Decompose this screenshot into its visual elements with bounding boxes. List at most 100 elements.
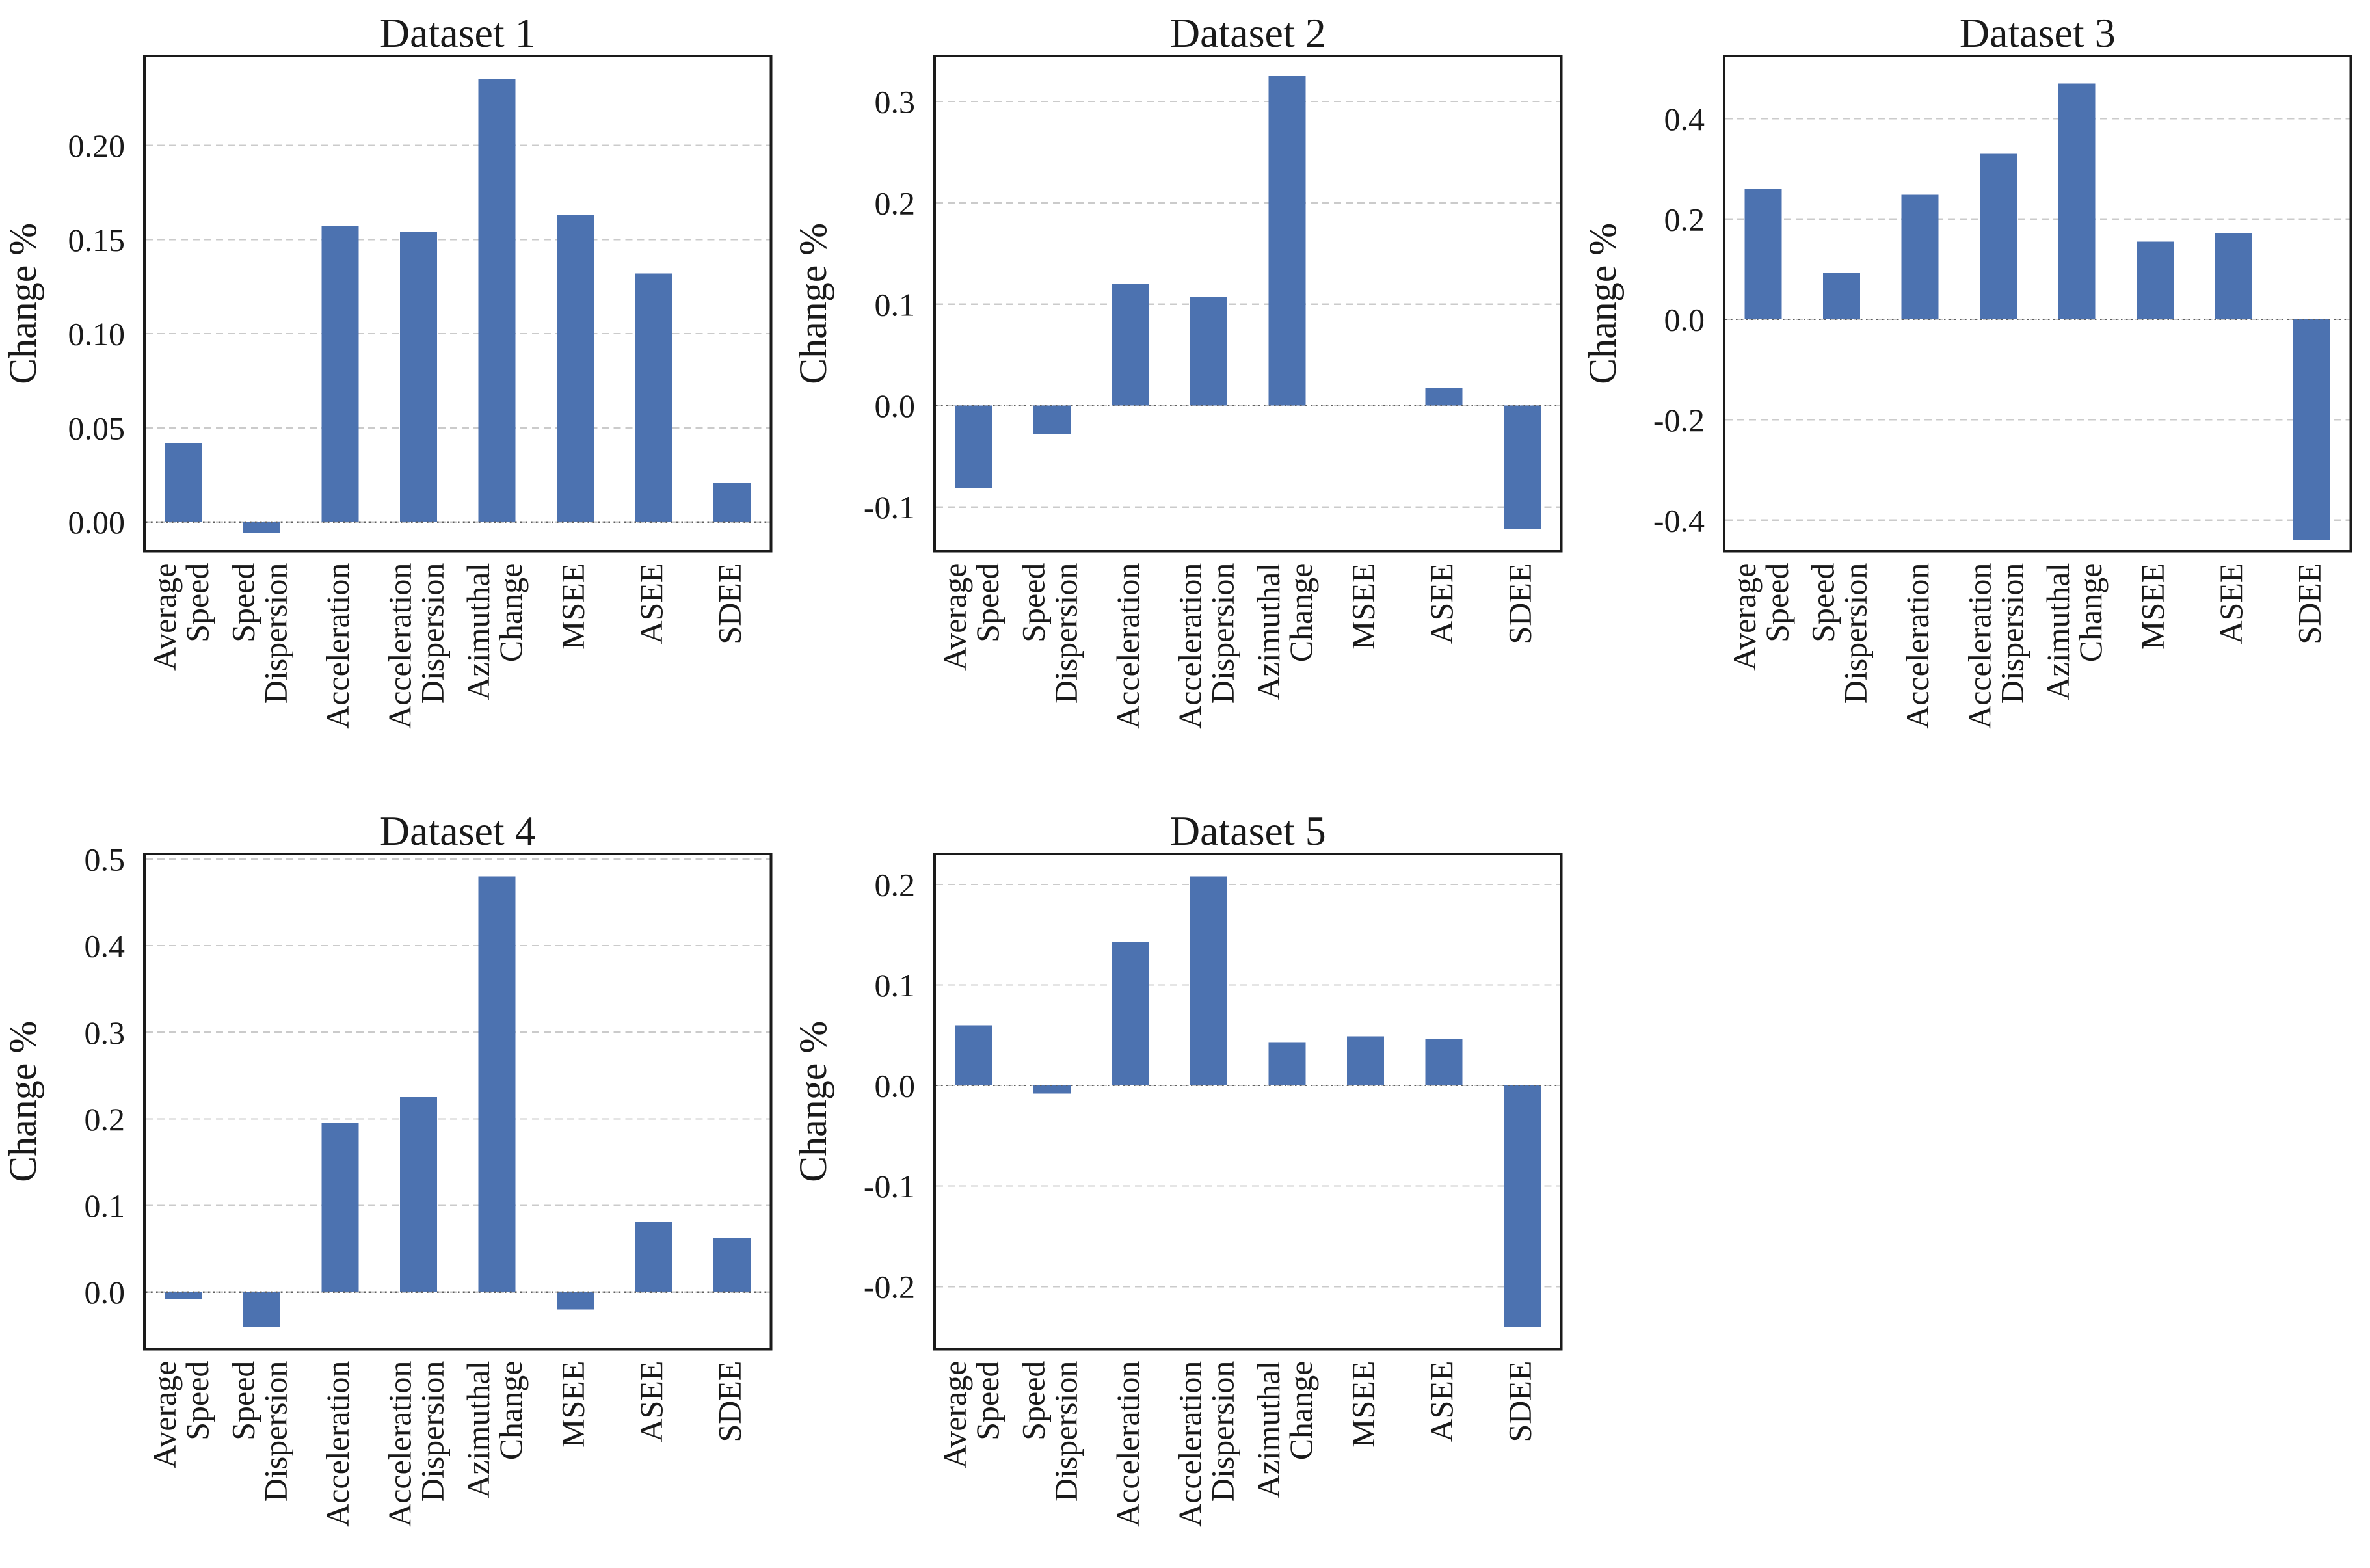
bar-speed-dispersion [1033, 405, 1071, 434]
y-axis-label: Change % [1581, 223, 1624, 384]
x-tick-label: Average [146, 563, 183, 671]
bar-asee [635, 1221, 672, 1292]
y-tick-label: 0.4 [1664, 101, 1705, 137]
x-tick-label: Speed [179, 563, 215, 643]
bar-average-speed [1745, 189, 1782, 320]
x-tick-label: Acceleration [1171, 563, 1208, 729]
y-tick-label: 0.4 [84, 927, 124, 964]
chart-title: Dataset 2 [1170, 10, 1326, 56]
plot-box [1723, 54, 2352, 553]
x-tick-label: Dispersion [258, 1361, 294, 1502]
x-tick-label: Dispersion [1204, 1361, 1240, 1502]
x-tick-label: MSEE [1344, 1361, 1381, 1447]
y-tick-label: -0.4 [1653, 502, 1705, 538]
x-tick-label: ASEE [1423, 1361, 1459, 1442]
x-tick-label: Acceleration [319, 1361, 356, 1526]
x-tick-label: Speed [1015, 563, 1051, 643]
y-tick-label: 0.0 [1664, 302, 1705, 338]
bar-average-speed [165, 443, 202, 522]
y-tick-label: 0.3 [84, 1014, 124, 1050]
x-tick-label: SDEE [711, 1361, 747, 1442]
y-tick-label: 0.2 [1664, 201, 1705, 237]
chart-title: Dataset 1 [380, 10, 536, 56]
x-tick-label: Dispersion [414, 1361, 451, 1502]
bar-msee [1346, 1035, 1384, 1085]
x-tick-label: MSEE [1344, 563, 1381, 650]
bar-sdee [1503, 1085, 1541, 1327]
y-axis-label: Change % [1, 223, 44, 384]
y-axis-label: Change % [792, 223, 834, 384]
x-tick-label: ASEE [633, 1361, 669, 1442]
bar-msee [557, 215, 594, 522]
plot-box [933, 852, 1563, 1351]
bar-sdee [713, 482, 751, 522]
bar-msee [557, 1292, 594, 1309]
x-tick-label: Speed [179, 1361, 215, 1440]
x-tick-label: MSEE [554, 1361, 591, 1447]
bar-asee [1425, 388, 1463, 406]
y-tick-label: 0.1 [874, 967, 914, 1003]
x-tick-label: SDEE [1501, 563, 1538, 644]
x-tick-label: Average [937, 563, 973, 671]
bar-azimuthal-change [478, 79, 516, 522]
bar-speed-dispersion [1823, 273, 1861, 320]
chart-dataset-5: Dataset 5 Change % -0.2 -0.1 0.0 0.1 0.2 Averag… [792, 807, 1563, 1526]
x-tick-label: MSEE [554, 563, 591, 650]
y-tick-label: 0.5 [84, 841, 124, 877]
x-tick-label: Dispersion [1204, 563, 1240, 704]
empty-cell [1580, 784, 2370, 1568]
x-tick-label: Speed [1015, 1361, 1051, 1440]
chart-title: Dataset 3 [1960, 10, 2116, 56]
y-tick-label: 0.2 [84, 1100, 124, 1137]
x-tick-label: Dispersion [1837, 563, 1874, 704]
x-tick-label: Azimuthal [460, 1361, 496, 1498]
chart-title: Dataset 4 [380, 807, 536, 853]
bar-acceleration [1901, 194, 1939, 320]
x-tick-label: MSEE [2135, 563, 2171, 650]
bar-acceleration-dispersion [1980, 153, 2017, 320]
x-tick-label: Change [1283, 563, 1319, 663]
x-tick-label: Acceleration [319, 563, 356, 729]
bar-average-speed [955, 405, 992, 488]
bar-speed-dispersion [243, 522, 281, 534]
x-tick-label: Acceleration [1171, 1361, 1208, 1526]
y-tick-label: 0.0 [874, 388, 914, 424]
x-tick-label: Change [492, 563, 529, 663]
bar-acceleration-dispersion [400, 232, 438, 522]
bar-acceleration [321, 226, 359, 522]
x-tick-label: SDEE [711, 563, 747, 644]
x-tick-label: Azimuthal [460, 563, 496, 700]
y-tick-label: 0.0 [84, 1274, 124, 1310]
x-tick-label: Change [492, 1361, 529, 1460]
x-tick-label: ASEE [633, 563, 669, 644]
chart-title: Dataset 5 [1170, 807, 1326, 853]
chart-dataset-3: Dataset 3 Change % -0.4 -0.2 0.0 0.2 0.4 Averag… [1581, 10, 2352, 729]
bar-sdee [1503, 405, 1541, 529]
bar-azimuthal-change [1268, 75, 1306, 406]
plot-box [142, 852, 773, 1351]
chart-cell-dataset-3: Dataset 3 Change % -0.4 -0.2 0.0 0.2 0.4 Averag… [1580, 0, 2370, 784]
x-tick-label: Azimuthal [2040, 563, 2076, 700]
chart-dataset-2: Dataset 2 Change % -0.1 0.0 0.1 0.2 0.3 Average… [792, 10, 1563, 729]
bar-sdee [713, 1237, 751, 1292]
y-tick-label: 0.3 [874, 83, 914, 120]
x-tick-label: ASEE [1423, 563, 1459, 644]
y-axis-label: Change % [1, 1020, 44, 1182]
bar-sdee [2293, 319, 2331, 540]
x-tick-label: Speed [225, 1361, 261, 1440]
x-tick-label: SDEE [1501, 1361, 1538, 1442]
bar-azimuthal-change [478, 876, 516, 1292]
y-tick-label: 0.1 [84, 1188, 124, 1224]
bar-speed-dispersion [243, 1292, 281, 1327]
x-tick-label: Change [1283, 1361, 1319, 1460]
bar-acceleration [321, 1123, 359, 1292]
y-axis-label: Change % [792, 1020, 834, 1182]
bar-azimuthal-change [2058, 83, 2096, 320]
x-tick-label: Acceleration [382, 1361, 418, 1526]
x-tick-label: SDEE [2291, 563, 2328, 644]
x-tick-label: Average [146, 1361, 183, 1468]
plot-box [933, 54, 1563, 553]
y-tick-label: 0.0 [874, 1067, 914, 1104]
bar-speed-dispersion [1033, 1085, 1071, 1093]
y-tick-label: 0.2 [874, 185, 914, 221]
